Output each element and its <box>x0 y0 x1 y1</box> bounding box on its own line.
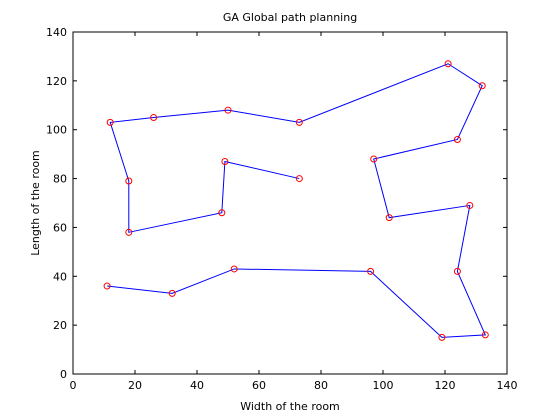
waypoint-marker <box>224 106 232 114</box>
waypoint-marker <box>453 267 461 275</box>
y-tick-label: 60 <box>53 221 67 234</box>
waypoint-marker <box>106 118 114 126</box>
y-axis-label: Length of the room <box>29 150 42 256</box>
x-axis-label: Width of the room <box>240 400 340 413</box>
x-tick-label: 120 <box>435 379 456 392</box>
x-tick-label: 100 <box>373 379 394 392</box>
waypoint-marker <box>150 114 158 121</box>
waypoint-marker <box>367 267 375 275</box>
path-line <box>107 63 487 338</box>
waypoint-marker <box>438 333 446 341</box>
waypoint-marker <box>218 209 226 217</box>
y-tick-label: 0 <box>60 368 67 381</box>
waypoint-marker <box>125 177 133 185</box>
x-tick-label: 140 <box>497 379 518 392</box>
waypoint-marker <box>230 265 238 273</box>
waypoint-marker <box>385 214 393 222</box>
waypoint-marker <box>466 201 474 209</box>
x-axis-ticks: 0 20 40 60 80 100 120 140 <box>70 32 518 392</box>
y-tick-label: 100 <box>46 124 67 137</box>
series-layer <box>103 60 489 341</box>
x-tick-label: 40 <box>190 379 204 392</box>
x-tick-label: 80 <box>314 379 328 392</box>
waypoint-marker <box>453 135 461 143</box>
x-tick-label: 60 <box>252 379 266 392</box>
waypoint-marker <box>481 331 489 339</box>
y-tick-label: 140 <box>46 26 67 39</box>
waypoint-marker <box>295 118 303 126</box>
y-tick-label: 80 <box>53 173 67 186</box>
waypoint-marker <box>125 228 133 236</box>
y-tick-label: 120 <box>46 75 67 88</box>
waypoint-marker <box>168 289 176 297</box>
chart-title: GA Global path planning <box>223 11 357 24</box>
y-axis-ticks: 0 20 40 60 80 100 120 140 <box>46 26 507 381</box>
x-tick-label: 0 <box>70 379 77 392</box>
waypoint-marker <box>370 155 378 163</box>
waypoint-marker <box>295 175 303 183</box>
y-tick-label: 20 <box>53 319 67 332</box>
x-tick-label: 20 <box>128 379 142 392</box>
waypoint-marker <box>444 60 452 68</box>
y-tick-label: 40 <box>53 270 67 283</box>
waypoint-marker <box>103 282 111 290</box>
waypoint-marker <box>478 82 486 90</box>
waypoint-marker <box>221 157 229 165</box>
plot-area <box>72 31 508 375</box>
